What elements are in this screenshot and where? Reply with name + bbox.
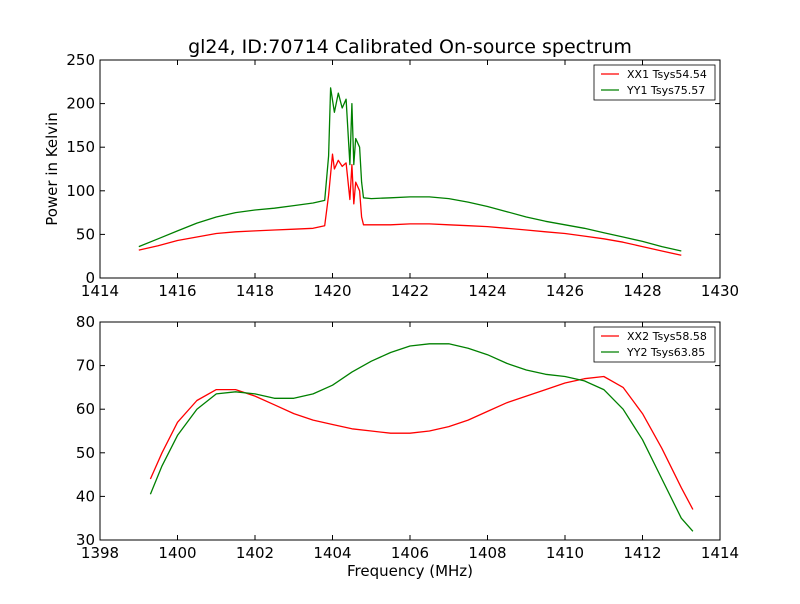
top-legend-label-yy1: YY1 Tsys75.57 xyxy=(626,84,705,97)
top-series-line-xx xyxy=(138,153,682,256)
top-y-tick-label: 50 xyxy=(76,225,95,243)
top-x-tick-label: 1418 xyxy=(236,282,274,300)
bottom-legend: XX2 Tsys58.58 YY2 Tsys63.85 xyxy=(593,326,716,363)
bottom-y-tick-label: 30 xyxy=(76,531,95,549)
top-legend: XX1 Tsys54.54 YY1 Tsys75.57 xyxy=(593,64,716,101)
bottom-series-line-xx xyxy=(149,375,694,510)
bottom-series-line-yy xyxy=(149,343,694,532)
bottom-x-tick-label: 1412 xyxy=(623,544,661,562)
top-x-tick-label: 1430 xyxy=(701,282,739,300)
bottom-ticks: 1398 1400 1402 1404 1406 1408 1410 1412 1414 30 40… xyxy=(76,313,739,562)
bottom-x-tick-label: 1414 xyxy=(701,544,739,562)
top-legend-box xyxy=(593,64,716,101)
top-y-tick-label: 150 xyxy=(66,138,95,156)
top-x-tick-label: 1424 xyxy=(468,282,506,300)
bottom-x-tick-label: 1406 xyxy=(391,544,429,562)
top-y-tick-label: 100 xyxy=(66,182,95,200)
figure-title: gl24, ID:70714 Calibrated On-source spec… xyxy=(188,36,632,58)
top-x-tick-label: 1422 xyxy=(391,282,429,300)
top-x-tick-label: 1414 xyxy=(81,282,119,300)
bottom-x-tick-label: 1400 xyxy=(158,544,196,562)
top-y-tick-label: 0 xyxy=(85,269,95,287)
bottom-subplot: Frequency (MHz) 1398 1400 1402 1404 1406 1408… xyxy=(76,313,739,580)
bottom-y-tick-label: 50 xyxy=(76,444,95,462)
bottom-legend-label-yy2: YY2 Tsys63.85 xyxy=(626,346,705,359)
top-subplot: Power in Kelvin 1414 1416 1418 1420 1422 1424… xyxy=(43,51,739,300)
top-y-axis-label: Power in Kelvin xyxy=(43,112,61,226)
bottom-legend-box xyxy=(593,326,716,363)
bottom-x-tick-label: 1402 xyxy=(236,544,274,562)
bottom-x-tick-label: 1410 xyxy=(546,544,584,562)
top-series-line-yy xyxy=(138,87,682,252)
bottom-y-tick-label: 80 xyxy=(76,313,95,331)
bottom-y-tick-label: 70 xyxy=(76,357,95,375)
top-x-tick-label: 1428 xyxy=(623,282,661,300)
bottom-x-tick-label: 1398 xyxy=(81,544,119,562)
top-legend-label-xx1: XX1 Tsys54.54 xyxy=(627,68,707,81)
bottom-x-tick-label: 1404 xyxy=(313,544,351,562)
top-x-tick-label: 1426 xyxy=(546,282,584,300)
top-x-tick-label: 1416 xyxy=(158,282,196,300)
bottom-x-tick-label: 1408 xyxy=(468,544,506,562)
bottom-legend-label-xx2: XX2 Tsys58.58 xyxy=(627,330,707,343)
top-x-tick-label: 1420 xyxy=(313,282,351,300)
top-y-tick-label: 200 xyxy=(66,95,95,113)
top-series xyxy=(138,87,682,256)
bottom-x-axis-label: Frequency (MHz) xyxy=(347,562,473,580)
top-ticks: 1414 1416 1418 1420 1422 1424 1426 1428 1430 0 50 1… xyxy=(66,51,739,300)
bottom-y-tick-label: 40 xyxy=(76,487,95,505)
bottom-series xyxy=(149,343,694,532)
bottom-y-tick-label: 60 xyxy=(76,400,95,418)
top-y-tick-label: 250 xyxy=(66,51,95,69)
